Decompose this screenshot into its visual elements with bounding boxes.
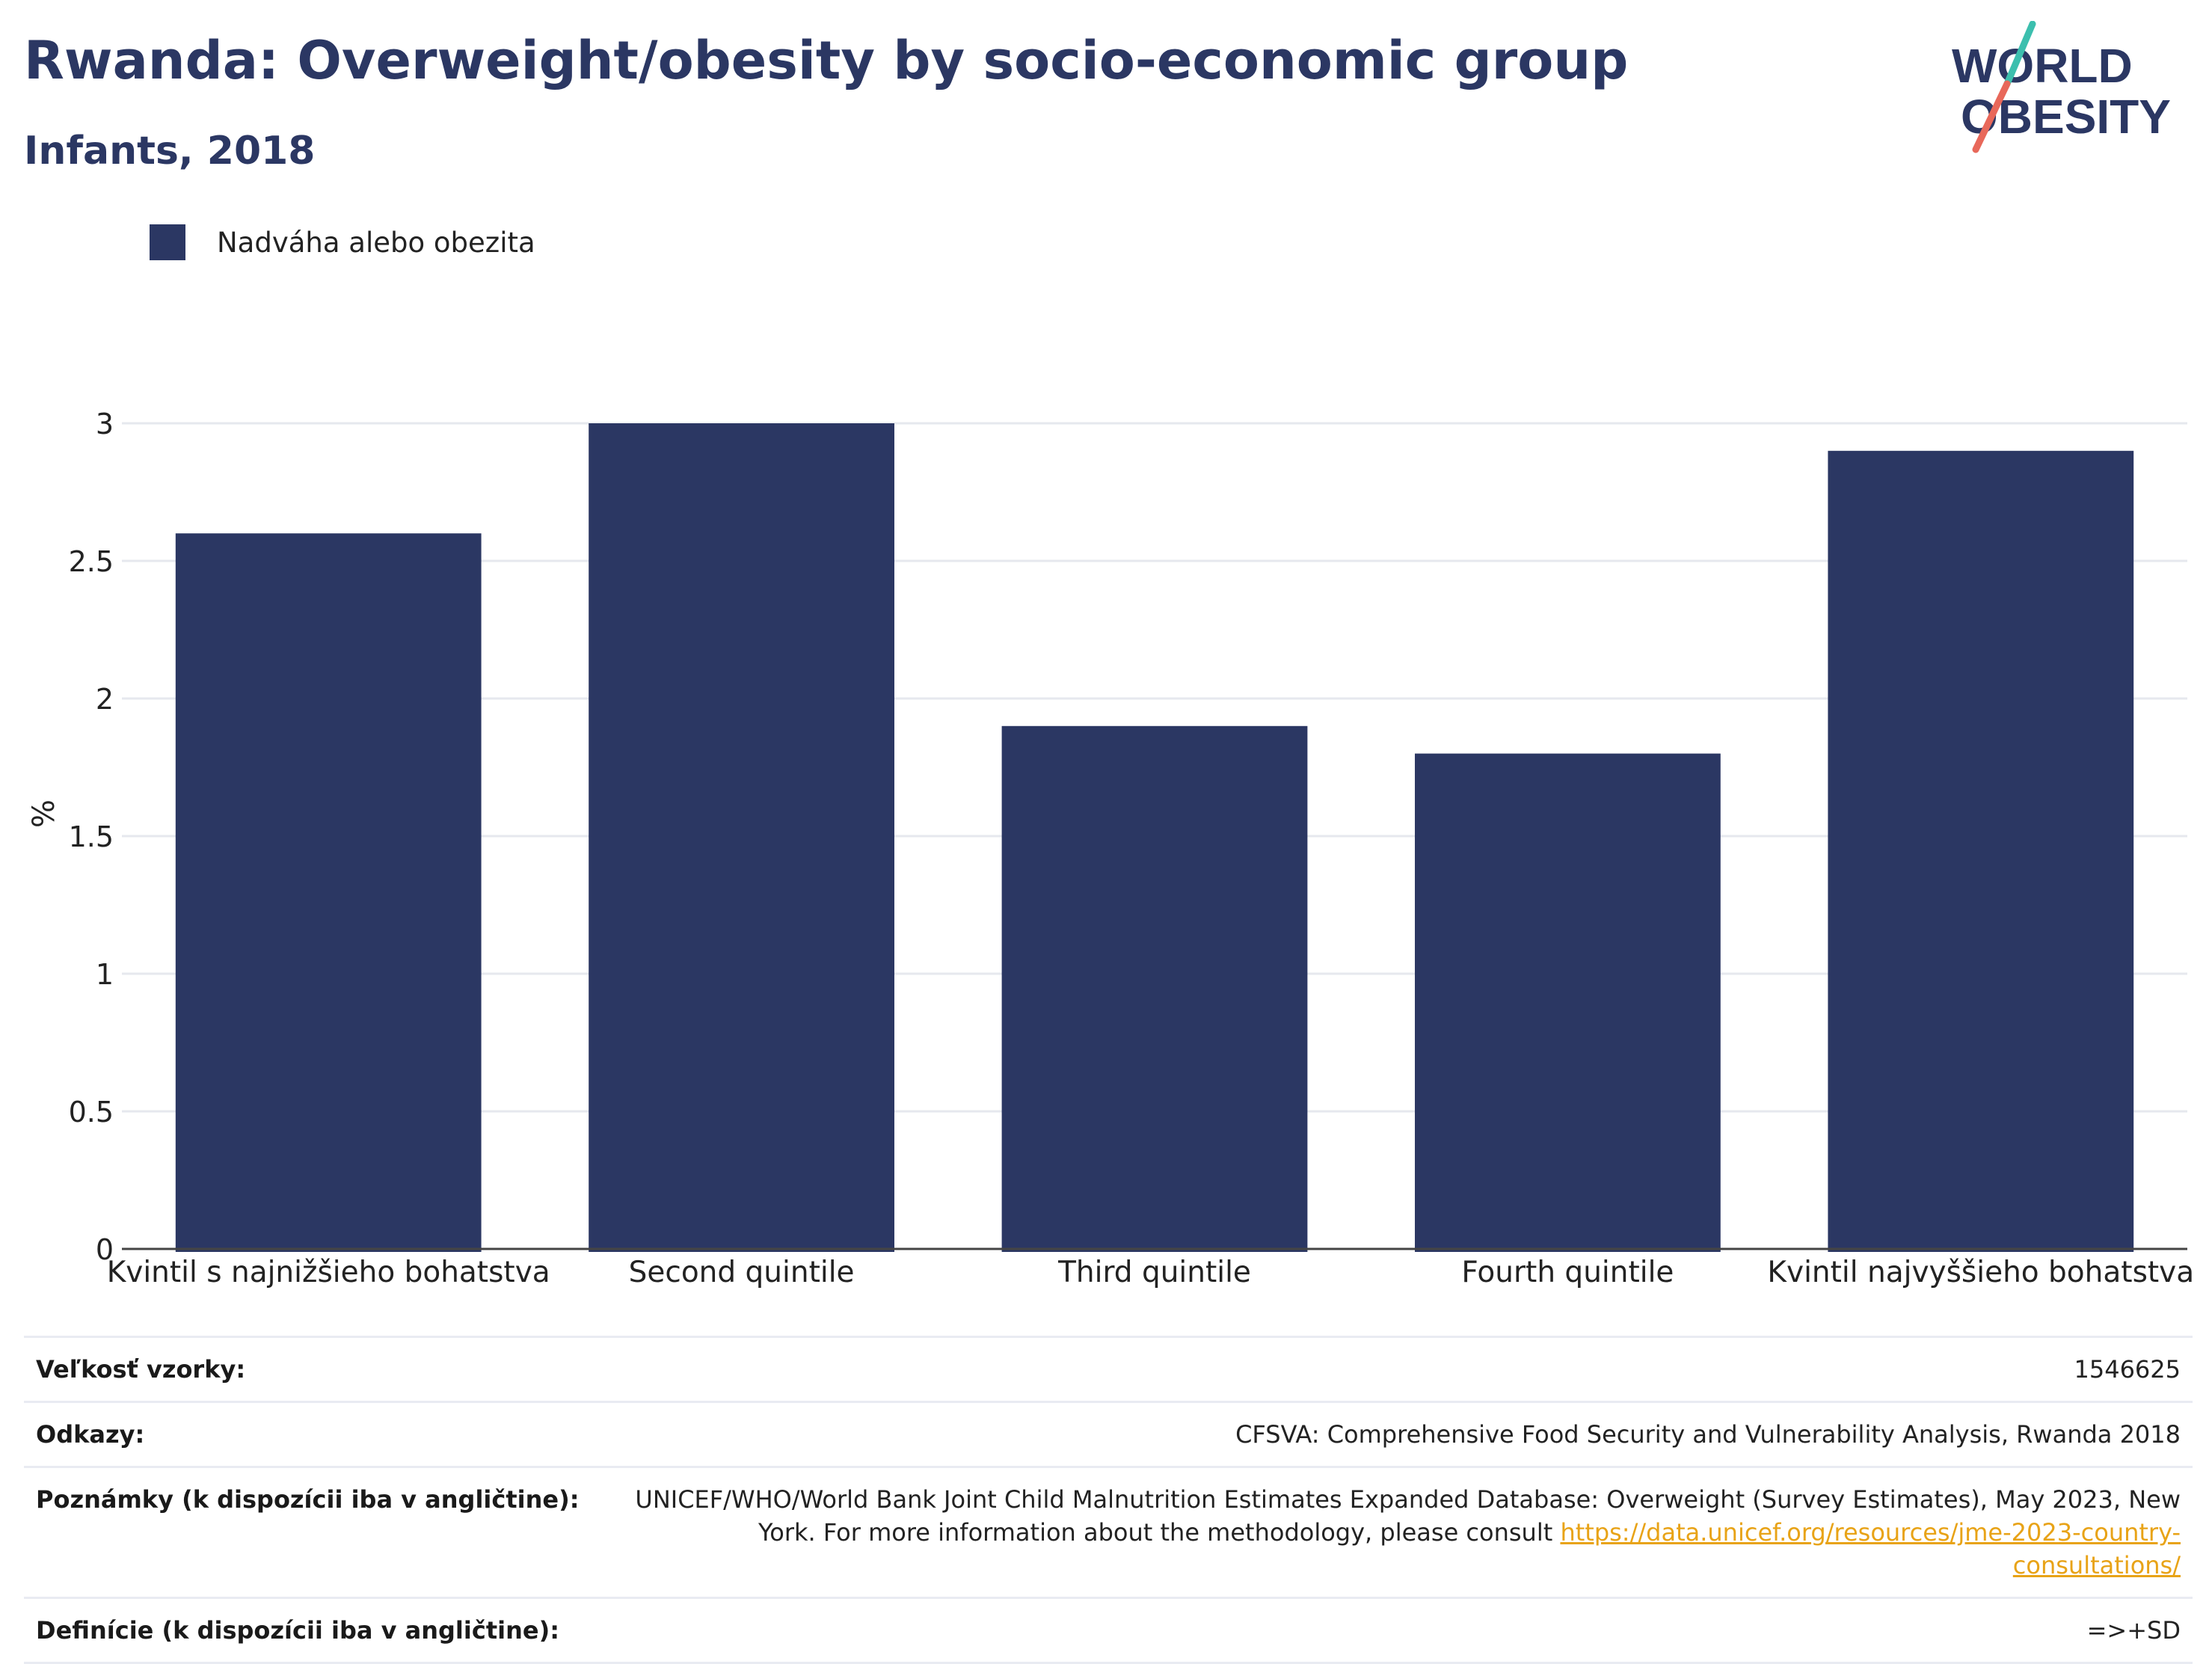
logo-text-world: WORLD [1952,39,2133,93]
references-value: CFSVA: Comprehensive Food Security and V… [1235,1420,2181,1449]
y-tick-label: 3 [96,408,114,440]
x-tick-label: Kvintil s najnižšieho bohatstva [107,1256,550,1289]
x-tick-label: Third quintile [1057,1256,1251,1289]
legend-label: Nadváha alebo obezita [217,226,535,259]
x-tick-label: Second quintile [629,1256,855,1289]
notes-value: UNICEF/WHO/World Bank Joint Child Malnut… [625,1483,2181,1582]
logo-stroke-coral [1972,80,2011,153]
y-tick-label: 0 [96,1233,114,1266]
x-axis-labels: Kvintil s najnižšieho bohatstva Second qu… [107,1256,2194,1289]
y-axis-ticks: 0 0.5 1 1.5 2 2.5 3 [69,408,114,1266]
bar-chart: 0 0.5 1 1.5 2 2.5 3 Kvintil s najnižšieho boha… [27,408,2194,1289]
definitions-row: Definície (k dispozícii iba v angličtine… [24,1597,2193,1664]
bar [1828,450,2134,1252]
x-tick-label: Fourth quintile [1461,1256,1674,1289]
info-table: Veľkosť vzorky: 1546625 Odkazy: CFSVA: C… [24,1336,2193,1664]
notes-row: Poznámky (k dispozícii iba v angličtine)… [24,1466,2193,1597]
sample-size-row: Veľkosť vzorky: 1546625 [24,1336,2193,1401]
notes-label: Poznámky (k dispozícii iba v angličtine)… [36,1485,580,1514]
world-obesity-logo: WORLD OBESITY [1952,21,2171,153]
bar [1415,753,1721,1252]
bar [175,533,482,1252]
y-tick-label: 2 [96,683,114,716]
y-tick-label: 1.5 [69,820,114,853]
definitions-label: Definície (k dispozícii iba v angličtine… [36,1616,559,1645]
logo-text-obesity: OBESITY [1961,90,2171,144]
notes-text: UNICEF/WHO/World Bank Joint Child Malnut… [635,1485,2181,1547]
page-subtitle: Infants, 2018 [24,129,316,174]
y-tick-label: 1 [96,958,114,991]
logo-stroke-teal [2003,21,2036,88]
definitions-value: =>+SD [2086,1616,2181,1645]
bar [1001,725,1308,1252]
bar [589,423,894,1252]
y-tick-label: 0.5 [69,1096,114,1129]
references-row: Odkazy: CFSVA: Comprehensive Food Securi… [24,1401,2193,1466]
sample-size-value: 1546625 [2074,1355,2181,1384]
y-axis-title: % [27,799,61,828]
y-tick-label: 2.5 [69,545,114,578]
references-label: Odkazy: [36,1420,145,1449]
page-title: Rwanda: Overweight/obesity by socio-econ… [24,30,1629,91]
chart-legend: Nadváha alebo obezita [150,221,535,263]
chart-bars [175,423,2134,1252]
x-tick-label: Kvintil najvyššieho bohatstva [1767,1256,2194,1289]
legend-swatch [150,224,185,260]
methodology-link[interactable]: https://data.unicef.org/resources/jme-20… [1560,1518,2181,1579]
sample-size-label: Veľkosť vzorky: [36,1355,246,1384]
